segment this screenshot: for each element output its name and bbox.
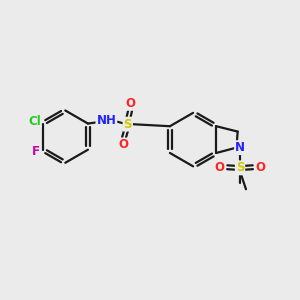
Text: NH: NH	[96, 114, 116, 127]
Text: O: O	[256, 161, 266, 174]
Text: O: O	[118, 138, 128, 152]
Text: N: N	[235, 141, 245, 154]
Text: Cl: Cl	[28, 115, 41, 128]
Text: O: O	[214, 161, 224, 174]
Text: S: S	[236, 161, 244, 174]
Text: O: O	[125, 97, 135, 110]
Text: S: S	[124, 118, 132, 130]
Text: F: F	[32, 145, 40, 158]
